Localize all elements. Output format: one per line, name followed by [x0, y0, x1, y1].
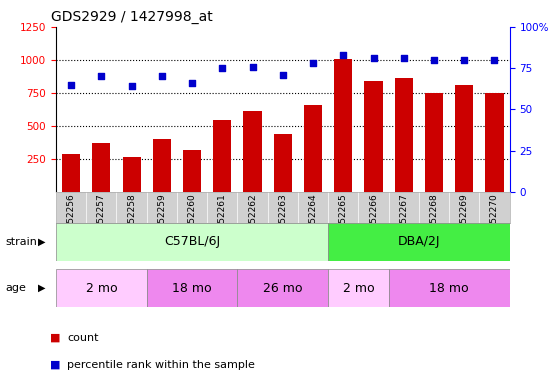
Bar [244, 111, 262, 192]
Text: age: age [6, 283, 26, 293]
Text: GSM152261: GSM152261 [218, 194, 227, 248]
Text: GSM152259: GSM152259 [157, 194, 166, 248]
Bar [213, 120, 231, 192]
Text: ▶: ▶ [38, 283, 46, 293]
Text: DBA/2J: DBA/2J [398, 235, 440, 248]
Text: 18 mo: 18 mo [430, 281, 469, 295]
Bar [92, 143, 110, 192]
Bar [486, 93, 503, 192]
Point [67, 82, 76, 88]
Bar [183, 150, 201, 192]
Text: GSM152263: GSM152263 [278, 194, 287, 248]
Text: GSM152264: GSM152264 [309, 194, 318, 248]
Point [490, 57, 499, 63]
Bar [62, 154, 80, 192]
Bar [274, 134, 292, 192]
Text: GSM152266: GSM152266 [369, 194, 378, 248]
Text: ▶: ▶ [38, 237, 46, 247]
Bar [237, 269, 328, 307]
Bar [147, 269, 237, 307]
Point [188, 80, 197, 86]
Text: 26 mo: 26 mo [263, 281, 302, 295]
Text: C57BL/6J: C57BL/6J [164, 235, 220, 248]
Text: GSM152262: GSM152262 [248, 194, 257, 248]
Point [127, 83, 136, 89]
Bar [56, 269, 147, 307]
Text: GSM152256: GSM152256 [67, 194, 76, 248]
Point [399, 55, 408, 61]
Bar [328, 269, 389, 307]
Point [157, 73, 166, 79]
Text: GSM152269: GSM152269 [460, 194, 469, 248]
Bar [304, 106, 322, 192]
Text: GSM152270: GSM152270 [490, 194, 499, 248]
Bar [395, 78, 413, 192]
Bar [389, 269, 510, 307]
Text: GSM152265: GSM152265 [339, 194, 348, 248]
Text: GSM152260: GSM152260 [188, 194, 197, 248]
Bar [334, 59, 352, 192]
Text: ■: ■ [50, 333, 61, 343]
Point [309, 60, 318, 66]
Point [430, 57, 438, 63]
Point [248, 63, 257, 70]
Bar [455, 85, 473, 192]
Bar [153, 139, 171, 192]
Point [460, 57, 469, 63]
Text: count: count [67, 333, 99, 343]
Text: 2 mo: 2 mo [86, 281, 117, 295]
Text: GSM152268: GSM152268 [430, 194, 438, 248]
Bar [123, 157, 141, 192]
Text: GSM152258: GSM152258 [127, 194, 136, 248]
Bar [365, 81, 382, 192]
Bar [328, 223, 510, 261]
Point [278, 72, 287, 78]
Text: strain: strain [6, 237, 38, 247]
Point [339, 52, 348, 58]
Point [369, 55, 378, 61]
Bar [425, 93, 443, 192]
Text: GSM152257: GSM152257 [97, 194, 106, 248]
Text: percentile rank within the sample: percentile rank within the sample [67, 360, 255, 370]
Text: GDS2929 / 1427998_at: GDS2929 / 1427998_at [52, 10, 213, 25]
Point [218, 65, 227, 71]
Point [97, 73, 106, 79]
Bar [56, 223, 328, 261]
Text: ■: ■ [50, 360, 61, 370]
Text: 2 mo: 2 mo [343, 281, 374, 295]
Text: GSM152267: GSM152267 [399, 194, 408, 248]
Text: 18 mo: 18 mo [172, 281, 212, 295]
